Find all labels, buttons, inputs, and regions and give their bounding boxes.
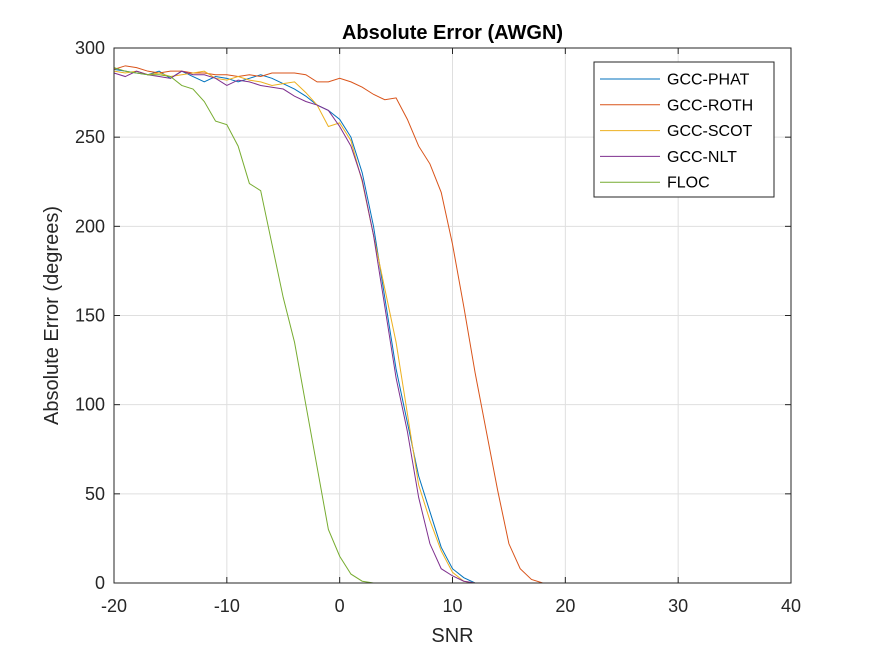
x-tick-label: -10 — [214, 596, 240, 616]
y-tick-label: 100 — [75, 395, 105, 415]
x-axis-label: SNR — [431, 625, 473, 647]
y-tick-label: 150 — [75, 306, 105, 326]
legend-label-gcc-phat: GCC-PHAT — [667, 72, 750, 89]
x-tick-label: 30 — [668, 596, 688, 616]
legend-entries: GCC-PHAT GCC-ROTH GCC-SCOT GCC-NLT FLOC — [600, 72, 753, 192]
x-tick-label: 20 — [555, 596, 575, 616]
y-tick-label: 0 — [95, 573, 105, 593]
tick-labels: -20 -10 0 10 20 30 40 0 50 100 150 200 250 300 — [75, 38, 801, 616]
y-tick-label: 300 — [75, 38, 105, 58]
legend-label-gcc-roth: GCC-ROTH — [667, 97, 753, 114]
x-tick-label: -20 — [101, 596, 127, 616]
legend-label-gcc-nlt: GCC-NLT — [667, 149, 737, 166]
y-tick-label: 250 — [75, 127, 105, 147]
series-line-gcc-roth — [113, 65, 791, 584]
y-tick-label: 50 — [85, 484, 105, 504]
ticks — [113, 47, 792, 584]
chart-title: Absolute Error (AWGN) — [342, 22, 563, 44]
x-tick-label: 0 — [335, 596, 345, 616]
y-tick-label: 200 — [75, 216, 105, 236]
legend-box — [593, 61, 775, 198]
legend-label-floc: FLOC — [667, 175, 710, 192]
y-axis-label: Absolute Error (degrees) — [41, 206, 63, 425]
legend-label-gcc-scot: GCC-SCOT — [667, 123, 753, 140]
x-tick-label: 40 — [781, 596, 801, 616]
legend: GCC-PHAT GCC-ROTH GCC-SCOT GCC-NLT FLOC — [593, 61, 775, 198]
x-tick-label: 10 — [442, 596, 462, 616]
